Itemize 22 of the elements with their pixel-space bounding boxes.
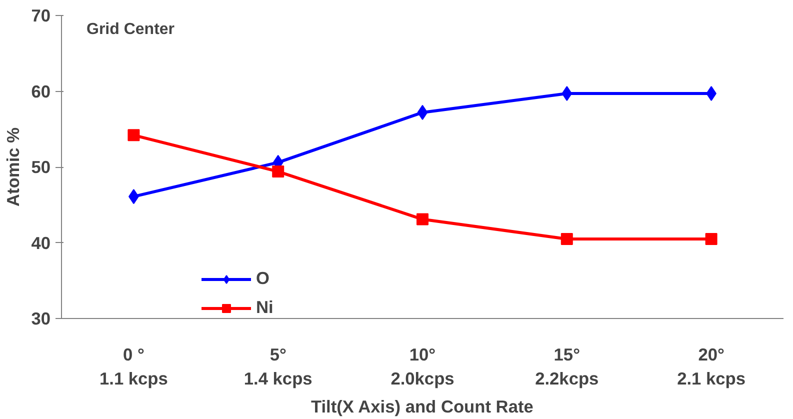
y-tick-label: 40 xyxy=(31,232,51,253)
point xyxy=(562,86,572,102)
chart-title: Grid Center xyxy=(86,21,175,38)
legend-label: Ni xyxy=(256,297,274,318)
point xyxy=(272,166,284,178)
x-axis-title: Tilt(X Axis) and Count Rate xyxy=(310,396,534,416)
point xyxy=(128,129,140,142)
x-tick-label: 20° 2.1 kcps xyxy=(677,344,746,388)
x-tick-label: 0 ° 1.1 kcps xyxy=(100,344,168,388)
y-tick-label: 60 xyxy=(31,81,51,102)
point xyxy=(705,232,718,245)
y-tick-label: 30 xyxy=(31,308,51,328)
y-axis-title: Atomic % xyxy=(3,128,24,206)
x-tick-label: 15° 2.2kcps xyxy=(535,344,599,388)
point xyxy=(417,104,428,120)
legend-label: O xyxy=(256,268,270,289)
x-tick-label: 10° 2.0kcps xyxy=(390,344,454,388)
point xyxy=(560,232,573,245)
y-tick-label: 50 xyxy=(31,157,51,177)
x-tick-label: 5° 1.4 kcps xyxy=(244,344,312,388)
y-tick-label: 70 xyxy=(31,6,51,26)
point xyxy=(416,213,428,226)
